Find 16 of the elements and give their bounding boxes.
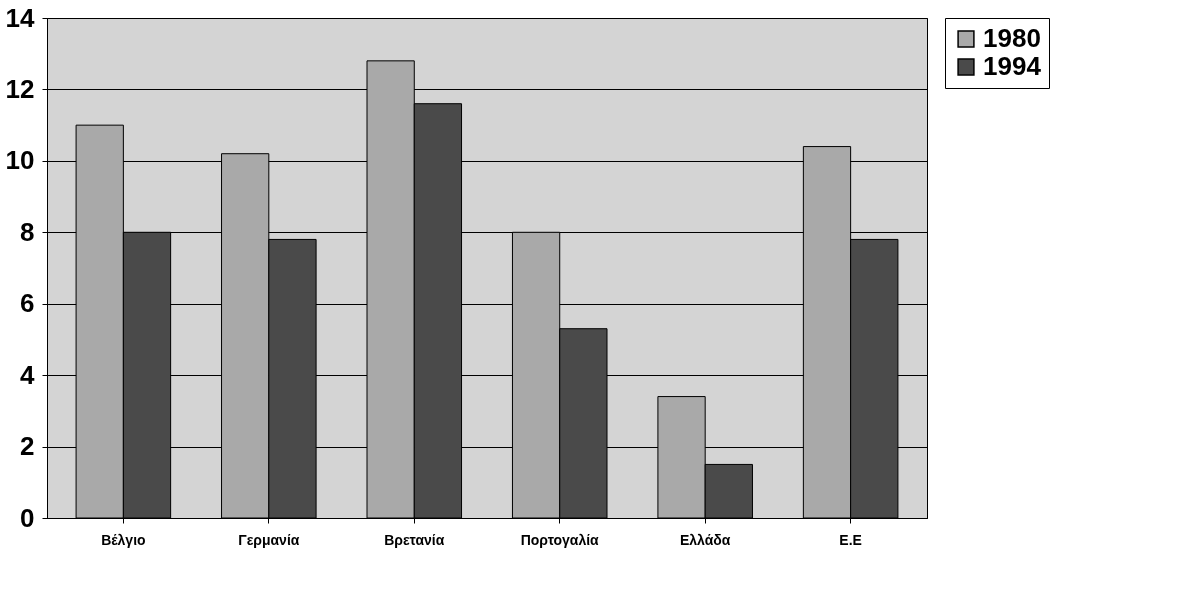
x-tick-label: Ελλάδα bbox=[679, 531, 731, 548]
x-tick-label: Γερμανία bbox=[238, 531, 300, 548]
x-tick-label: Βρετανία bbox=[384, 531, 445, 548]
y-tick-label: 0 bbox=[20, 502, 35, 533]
legend-label: 1994 bbox=[983, 51, 1042, 81]
y-tick-label: 4 bbox=[20, 359, 36, 390]
x-tick-label: Πορτογαλία bbox=[520, 531, 600, 548]
legend-label: 1980 bbox=[983, 23, 1041, 53]
y-tick-label: 2 bbox=[20, 431, 35, 462]
x-tick-label: Ε.Ε bbox=[839, 531, 862, 548]
y-tick-label: 14 bbox=[5, 2, 36, 33]
y-tick-label: 6 bbox=[20, 288, 35, 319]
x-tick-label: Βέλγιο bbox=[101, 531, 146, 548]
y-tick-label: 12 bbox=[5, 73, 35, 104]
y-tick-label: 10 bbox=[5, 145, 35, 176]
y-tick-label: 8 bbox=[20, 216, 35, 247]
